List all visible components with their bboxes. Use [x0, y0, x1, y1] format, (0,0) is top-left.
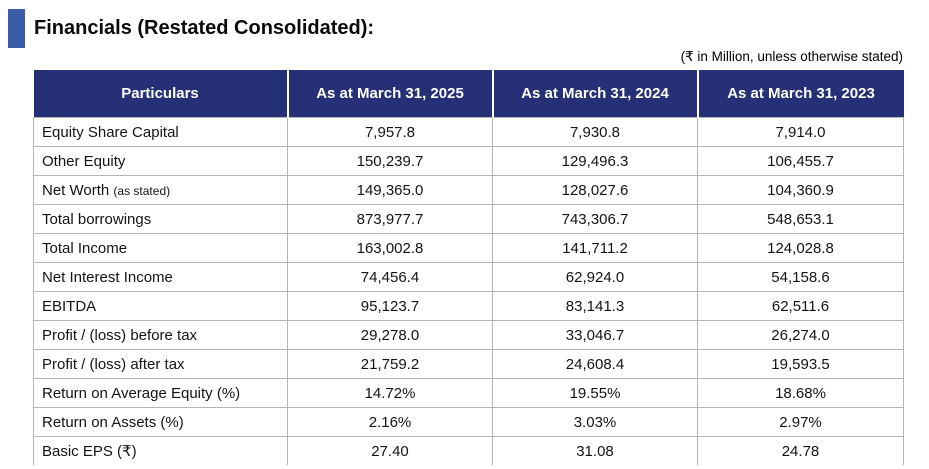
- value-2025: 150,239.7: [287, 146, 493, 176]
- value-2025: 163,002.8: [287, 233, 493, 263]
- value-2024: 7,930.8: [492, 117, 698, 147]
- financials-table: Particulars As at March 31, 2025 As at M…: [33, 70, 904, 465]
- table-row: Net Worth (as stated) 149,365.0 128,027.…: [33, 175, 904, 205]
- row-label-cell: Equity Share Capital: [33, 117, 288, 147]
- row-label-cell: Other Equity: [33, 146, 288, 176]
- row-label: Equity Share Capital: [42, 123, 179, 141]
- table-row: Basic EPS (₹) 27.40 31.08 24.78: [33, 436, 904, 465]
- value-2024: 3.03%: [492, 407, 698, 437]
- table-row: Total borrowings 873,977.7 743,306.7 548…: [33, 204, 904, 234]
- table-row: Other Equity 150,239.7 129,496.3 106,455…: [33, 146, 904, 176]
- row-label: Total borrowings: [42, 210, 152, 228]
- table-row: Profit / (loss) before tax 29,278.0 33,0…: [33, 320, 904, 350]
- value-2023: 106,455.7: [697, 146, 904, 176]
- table-row: Profit / (loss) after tax 21,759.2 24,60…: [33, 349, 904, 379]
- value-2025: 95,123.7: [287, 291, 493, 321]
- row-label: Basic EPS (₹): [42, 443, 137, 460]
- value-2023: 104,360.9: [697, 175, 904, 205]
- row-label: Profit / (loss) before tax: [42, 326, 198, 344]
- row-label: Profit / (loss) after tax: [42, 355, 185, 373]
- column-header-march-2023: As at March 31, 2023: [696, 70, 904, 118]
- row-label-cell: EBITDA: [33, 291, 288, 321]
- row-label-cell: Total borrowings: [33, 204, 288, 234]
- row-label-cell: Total Income: [33, 233, 288, 263]
- value-2025: 7,957.8: [287, 117, 493, 147]
- value-2023: 24.78: [697, 436, 904, 465]
- row-label: Other Equity: [42, 152, 126, 170]
- title-row: Financials (Restated Consolidated):: [8, 9, 374, 48]
- row-label-cell: Net Worth (as stated): [33, 175, 288, 205]
- row-label: Return on Assets (%): [42, 413, 184, 431]
- table-row: Net Interest Income 74,456.4 62,924.0 54…: [33, 262, 904, 292]
- value-2025: 27.40: [287, 436, 493, 465]
- value-2025: 149,365.0: [287, 175, 493, 205]
- value-2024: 141,711.2: [492, 233, 698, 263]
- table-row: EBITDA 95,123.7 83,141.3 62,511.6: [33, 291, 904, 321]
- value-2024: 62,924.0: [492, 262, 698, 292]
- row-label: EBITDA: [42, 297, 97, 315]
- row-label-cell: Return on Assets (%): [33, 407, 288, 437]
- value-2023: 54,158.6: [697, 262, 904, 292]
- row-label-cell: Return on Average Equity (%): [33, 378, 288, 408]
- row-label: Net Worth: [42, 181, 110, 199]
- column-header-march-2024: As at March 31, 2024: [491, 70, 698, 118]
- value-2024: 129,496.3: [492, 146, 698, 176]
- table-row: Equity Share Capital 7,957.8 7,930.8 7,9…: [33, 117, 904, 147]
- table-header: Particulars As at March 31, 2025 As at M…: [33, 70, 904, 118]
- value-2023: 548,653.1: [697, 204, 904, 234]
- table-body: Equity Share Capital 7,957.8 7,930.8 7,9…: [33, 117, 904, 465]
- value-2023: 124,028.8: [697, 233, 904, 263]
- currency-note: (₹ in Million, unless otherwise stated): [680, 49, 903, 64]
- value-2024: 24,608.4: [492, 349, 698, 379]
- value-2024: 743,306.7: [492, 204, 698, 234]
- row-label: Net Interest Income: [42, 268, 173, 286]
- value-2023: 2.97%: [697, 407, 904, 437]
- value-2025: 74,456.4: [287, 262, 493, 292]
- row-label-cell: Profit / (loss) before tax: [33, 320, 288, 350]
- title-marker: [8, 9, 25, 48]
- table-row: Return on Average Equity (%) 14.72% 19.5…: [33, 378, 904, 408]
- row-label-cell: Basic EPS (₹): [33, 436, 288, 465]
- row-label-cell: Profit / (loss) after tax: [33, 349, 288, 379]
- column-header-march-2025: As at March 31, 2025: [286, 70, 493, 118]
- value-2023: 19,593.5: [697, 349, 904, 379]
- table-row: Total Income 163,002.8 141,711.2 124,028…: [33, 233, 904, 263]
- value-2025: 14.72%: [287, 378, 493, 408]
- value-2024: 33,046.7: [492, 320, 698, 350]
- row-label: Return on Average Equity (%): [42, 384, 241, 402]
- value-2023: 62,511.6: [697, 291, 904, 321]
- value-2024: 128,027.6: [492, 175, 698, 205]
- value-2023: 7,914.0: [697, 117, 904, 147]
- table-header-row: Particulars As at March 31, 2025 As at M…: [33, 70, 904, 118]
- value-2025: 21,759.2: [287, 349, 493, 379]
- value-2025: 873,977.7: [287, 204, 493, 234]
- column-header-particulars: Particulars: [33, 70, 288, 118]
- row-label-cell: Net Interest Income: [33, 262, 288, 292]
- value-2024: 83,141.3: [492, 291, 698, 321]
- table-row: Return on Assets (%) 2.16% 3.03% 2.97%: [33, 407, 904, 437]
- value-2023: 18.68%: [697, 378, 904, 408]
- row-label-suffix: (as stated): [113, 183, 171, 198]
- row-label: Total Income: [42, 239, 128, 257]
- page-title: Financials (Restated Consolidated):: [34, 17, 375, 39]
- value-2024: 19.55%: [492, 378, 698, 408]
- value-2023: 26,274.0: [697, 320, 904, 350]
- value-2025: 2.16%: [287, 407, 493, 437]
- value-2025: 29,278.0: [287, 320, 493, 350]
- value-2024: 31.08: [492, 436, 698, 465]
